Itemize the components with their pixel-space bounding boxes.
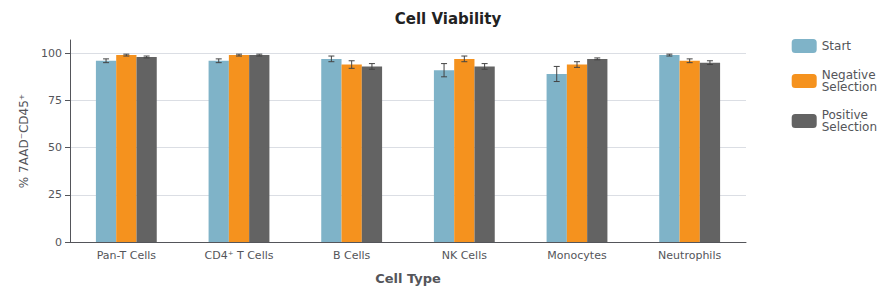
svg-text:Cell Viability: Cell Viability [395, 10, 502, 28]
svg-text:Positive: Positive [821, 108, 868, 122]
svg-text:75: 75 [48, 94, 62, 107]
svg-text:Neutrophils: Neutrophils [658, 249, 721, 262]
svg-text:Monocytes: Monocytes [547, 249, 607, 262]
svg-text:% 7AAD⁻CD45⁺: % 7AAD⁻CD45⁺ [17, 94, 31, 188]
svg-text:Selection: Selection [822, 120, 877, 134]
svg-text:0: 0 [55, 236, 62, 249]
svg-text:CD4⁺ T Cells: CD4⁺ T Cells [205, 249, 274, 262]
svg-text:100: 100 [41, 47, 62, 60]
svg-text:B Cells: B Cells [333, 249, 371, 262]
svg-text:NK Cells: NK Cells [442, 249, 487, 262]
svg-text:25: 25 [48, 188, 62, 201]
svg-text:50: 50 [48, 141, 62, 154]
svg-text:Start: Start [822, 39, 852, 53]
svg-text:Negative: Negative [821, 68, 876, 82]
svg-text:Selection: Selection [822, 80, 877, 94]
svg-text:Pan-T Cells: Pan-T Cells [97, 249, 157, 262]
svg-text:Cell Type: Cell Type [375, 271, 441, 286]
